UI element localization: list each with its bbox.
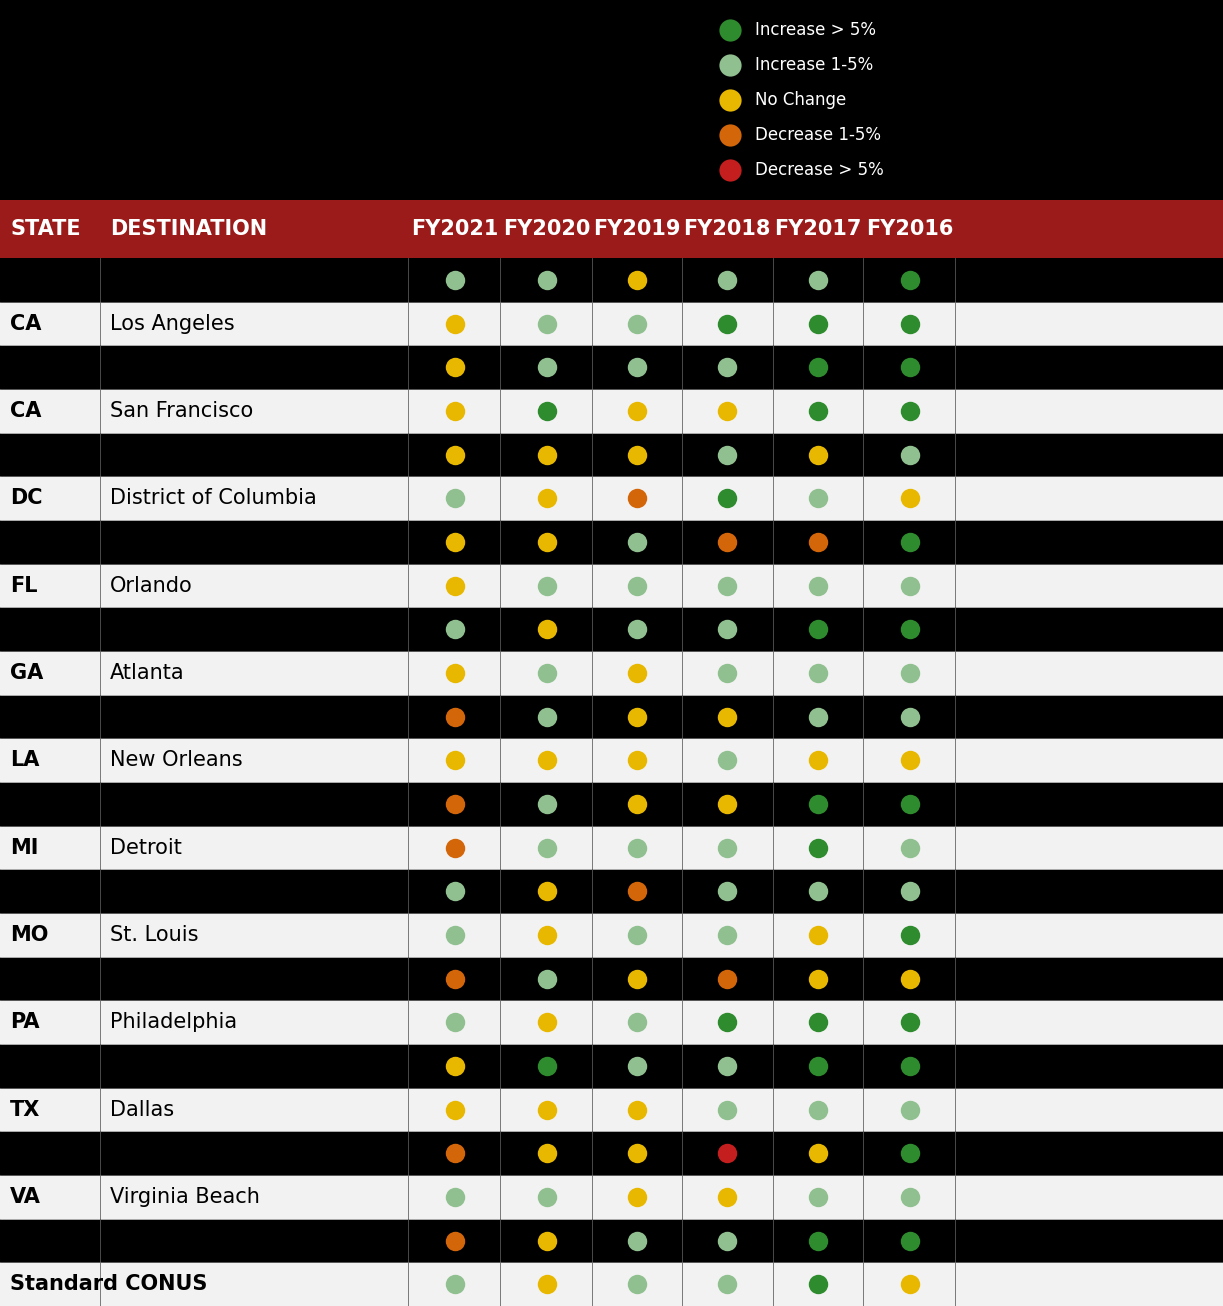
- Text: CA: CA: [10, 401, 42, 421]
- Text: Increase 1-5%: Increase 1-5%: [755, 56, 873, 74]
- Text: FL: FL: [10, 576, 38, 596]
- FancyBboxPatch shape: [0, 825, 1223, 870]
- FancyBboxPatch shape: [0, 1043, 1223, 1088]
- FancyBboxPatch shape: [0, 870, 1223, 913]
- Text: DC: DC: [10, 488, 43, 508]
- Text: Dallas: Dallas: [110, 1100, 174, 1119]
- FancyBboxPatch shape: [0, 432, 1223, 477]
- FancyBboxPatch shape: [0, 564, 1223, 607]
- FancyBboxPatch shape: [0, 738, 1223, 782]
- Text: FY2021: FY2021: [411, 219, 499, 239]
- Text: GA: GA: [10, 663, 43, 683]
- FancyBboxPatch shape: [0, 1263, 1223, 1306]
- Text: MO: MO: [10, 925, 49, 944]
- Text: Los Angeles: Los Angeles: [110, 313, 235, 333]
- Text: Atlanta: Atlanta: [110, 663, 185, 683]
- Text: TX: TX: [10, 1100, 40, 1119]
- FancyBboxPatch shape: [0, 200, 1223, 259]
- FancyBboxPatch shape: [0, 1000, 1223, 1043]
- FancyBboxPatch shape: [0, 957, 1223, 1000]
- FancyBboxPatch shape: [0, 913, 1223, 957]
- FancyBboxPatch shape: [0, 782, 1223, 825]
- FancyBboxPatch shape: [0, 695, 1223, 738]
- FancyBboxPatch shape: [0, 389, 1223, 432]
- Text: CA: CA: [10, 313, 42, 333]
- FancyBboxPatch shape: [0, 520, 1223, 564]
- Text: LA: LA: [10, 750, 39, 771]
- Text: DESTINATION: DESTINATION: [110, 219, 267, 239]
- FancyBboxPatch shape: [0, 302, 1223, 345]
- Text: STATE: STATE: [10, 219, 81, 239]
- Text: San Francisco: San Francisco: [110, 401, 253, 421]
- Text: Decrease 1-5%: Decrease 1-5%: [755, 125, 881, 144]
- Text: New Orleans: New Orleans: [110, 750, 242, 771]
- Text: St. Louis: St. Louis: [110, 925, 198, 944]
- Text: MI: MI: [10, 837, 38, 858]
- Text: FY2016: FY2016: [866, 219, 954, 239]
- Text: District of Columbia: District of Columbia: [110, 488, 317, 508]
- Text: Virginia Beach: Virginia Beach: [110, 1187, 259, 1207]
- Text: Increase > 5%: Increase > 5%: [755, 21, 876, 39]
- Text: No Change: No Change: [755, 91, 846, 108]
- FancyBboxPatch shape: [0, 1088, 1223, 1131]
- Text: FY2019: FY2019: [593, 219, 681, 239]
- FancyBboxPatch shape: [0, 1175, 1223, 1218]
- FancyBboxPatch shape: [0, 1131, 1223, 1175]
- Text: Decrease > 5%: Decrease > 5%: [755, 161, 884, 179]
- FancyBboxPatch shape: [0, 650, 1223, 695]
- Text: Standard CONUS: Standard CONUS: [10, 1275, 208, 1294]
- FancyBboxPatch shape: [0, 1218, 1223, 1263]
- Text: VA: VA: [10, 1187, 40, 1207]
- Text: FY2020: FY2020: [504, 219, 591, 239]
- Text: Philadelphia: Philadelphia: [110, 1012, 237, 1032]
- Text: Orlando: Orlando: [110, 576, 193, 596]
- FancyBboxPatch shape: [0, 259, 1223, 302]
- Text: Detroit: Detroit: [110, 837, 182, 858]
- Text: FY2018: FY2018: [684, 219, 770, 239]
- FancyBboxPatch shape: [0, 345, 1223, 389]
- Text: PA: PA: [10, 1012, 39, 1032]
- Text: FY2017: FY2017: [774, 219, 862, 239]
- FancyBboxPatch shape: [0, 477, 1223, 520]
- FancyBboxPatch shape: [0, 607, 1223, 650]
